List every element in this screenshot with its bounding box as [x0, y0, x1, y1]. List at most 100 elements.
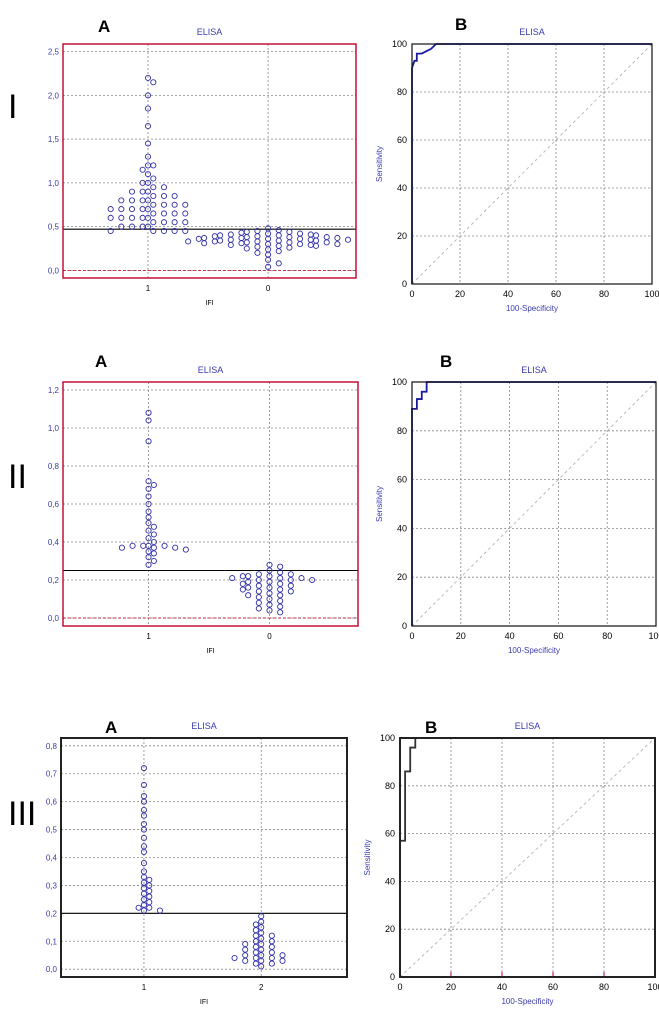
row-ii-panel-a-point	[287, 588, 294, 595]
row-i-panel-a-point	[139, 188, 146, 195]
row-ii-panel-a-point	[266, 584, 273, 591]
row-ii-panel-a-point	[266, 607, 273, 614]
row-ii-panel-a-ytick-label: 1,0	[48, 424, 60, 433]
row-i-panel-a-point	[144, 92, 152, 99]
row-i-panel-a-point	[275, 227, 282, 234]
row-i-panel-a-point	[201, 234, 208, 242]
row-i-panel-b-ytick-label: 80	[397, 87, 407, 97]
row-i-panel-b-xtick-label: 0	[409, 289, 414, 299]
row-i-panel-b-reference-line	[411, 43, 653, 285]
row-i-panel-a-point	[118, 206, 125, 213]
row-i-panel-a-xtick-label: 0	[266, 284, 271, 293]
row-ii-panel-a-point	[277, 575, 284, 582]
row-iii-panel-b-xtick-label: 60	[548, 982, 558, 992]
row-i-panel-a-point	[243, 245, 250, 252]
row-ii-panel-a-ytick-label: 0,6	[48, 500, 60, 509]
row-ii-panel-b-xlabel: 100-Specificity	[508, 646, 560, 655]
row-i-panel-a-point	[243, 228, 250, 235]
row-i-panel-a-point	[160, 201, 168, 208]
row-iii-panel-a-point	[252, 927, 259, 934]
row-i-panel-a-point	[171, 201, 178, 208]
row-iii-panel-a-point	[140, 765, 147, 772]
row-ii-panel-a-point	[150, 538, 157, 546]
row-i-panel-a-ytick-label: 1,5	[48, 135, 60, 144]
row-iii-panel-a-point	[140, 848, 147, 855]
row-iii-panel-a-point	[140, 781, 147, 788]
row-iii-panel-b-xtick-label: 100	[647, 982, 659, 992]
row-i-panel-b-ytick-label: 40	[397, 183, 407, 193]
row-i-panel-a-point	[185, 238, 192, 245]
row-iii-panel-a-ytick-label: 0,3	[46, 881, 58, 890]
row-ii-panel-a-point	[255, 582, 262, 589]
row-i-panel-a-point	[334, 241, 341, 248]
row-i-panel-a-point	[238, 234, 245, 242]
row-ii-panel-a-point	[277, 563, 284, 570]
row-i-panel-a-point	[275, 232, 282, 239]
row-ii-panel-a-point	[145, 527, 152, 534]
row-ii-panel-b-ytick-label: 0	[402, 621, 407, 631]
row-i-panel-a-point	[150, 79, 157, 86]
row-ii-panel-a-point	[182, 546, 189, 553]
row-ii-panel-b-ylabel: Sensitivity	[375, 486, 384, 522]
row-i-panel-a-point	[107, 227, 114, 235]
row-ii-panel-a-point	[277, 597, 284, 604]
row-ii-panel-a-point	[229, 575, 236, 582]
row-ii-panel-b-xtick-label: 80	[602, 631, 612, 641]
row-i-panel-a-point	[139, 206, 146, 213]
row-i-panel-a-point	[128, 223, 136, 230]
row-iii-panel-a-point	[268, 954, 275, 962]
row-i-panel-a-point	[313, 242, 320, 249]
row-i-panel-a-ytick-label: 1,0	[48, 179, 60, 188]
row-ii-panel-b-ytick-label: 40	[397, 523, 407, 533]
row-i-panel-a-point	[275, 242, 282, 249]
row-iii-panel-a-ytick-label: 0,8	[46, 742, 58, 751]
row-ii-panel-a-letter: A	[95, 352, 107, 371]
row-iii-panel-a-frame	[60, 737, 348, 978]
row-ii-panel-a-point	[145, 561, 152, 568]
row-ii-panel-a-point	[255, 594, 262, 601]
row-i-panel-a-point	[171, 210, 178, 217]
row-ii-panel-a-point	[145, 535, 152, 542]
row-i-panel-a-point	[150, 162, 157, 169]
row-i-panel-a-point	[323, 234, 330, 241]
row-ii-panel-b-xtick-label: 100	[648, 631, 659, 641]
row-i-panel-a-point	[334, 234, 341, 242]
row-i-panel-a-letter: A	[98, 17, 110, 36]
row-ii-panel-b-reference-line	[411, 381, 657, 627]
row-i-panel-a-point	[139, 223, 146, 230]
row-ii-panel-a-point	[255, 571, 262, 578]
row-iii-panel-a-xtick-label: 1	[142, 983, 147, 992]
row-iii-panel-b-ytick-label: 0	[390, 972, 395, 982]
row-i-panel-a-point	[139, 197, 146, 204]
row-i-panel-a-point	[144, 122, 152, 130]
row-ii-panel-b-ytick-label: 20	[397, 572, 407, 582]
row-iii-panel-b-ylabel: Sensitivity	[363, 839, 372, 875]
row-i-panel-a-point	[238, 229, 245, 236]
row-i-panel-a-point	[265, 256, 272, 263]
row-ii-panel-a-point	[277, 580, 284, 587]
row-ii-panel-a-point	[145, 548, 152, 555]
row-i-panel-a-point	[265, 263, 272, 270]
row-ii-panel-a-point	[287, 582, 294, 589]
row-ii-panel-a-point	[277, 586, 284, 593]
row-ii-panel-b-ytick-label: 60	[397, 475, 407, 485]
row-i-panel-a-point	[254, 243, 261, 250]
row-iii-panel-a-point	[146, 876, 153, 883]
row-i-panel-a-point	[150, 192, 157, 200]
row-i-panel-a-point	[313, 237, 320, 244]
row-ii-panel-b-xtick-label: 0	[409, 631, 414, 641]
row-i-panel-b-ylabel: Sensitivity	[375, 146, 384, 182]
row-i-panel-a-point	[150, 210, 157, 217]
row-ii-panel-b-title: ELISA	[521, 365, 547, 375]
row-i-panel-a-point	[297, 235, 304, 242]
row-i-panel-a-point	[238, 240, 245, 247]
row-i-panel-a-point	[286, 244, 293, 251]
row-ii-panel-a-xtick-label: 0	[267, 632, 272, 641]
row-iii-panel-a-ytick-label: 0,7	[46, 770, 58, 779]
row-i-panel-a-point	[150, 219, 157, 226]
row-ii-panel-a-ytick-label: 1,2	[48, 386, 60, 395]
row-ii-panel-a-point	[140, 542, 147, 549]
row-i-panel-a-xlabel: IFI	[205, 300, 213, 307]
row-i-panel-a-point	[201, 240, 208, 247]
